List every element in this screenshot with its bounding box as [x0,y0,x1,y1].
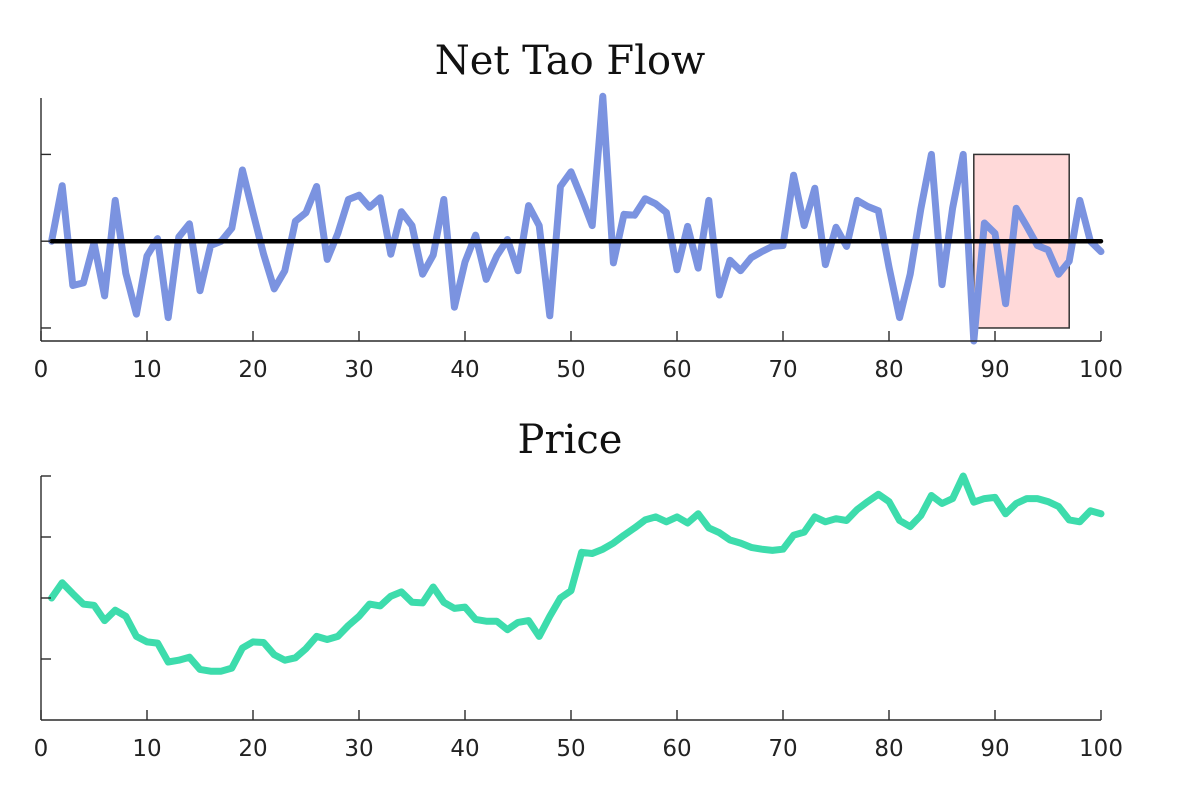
net-tao-flow-plot-area: 0 10 20 30 40 50 60 70 80 90 100 [34,92,1123,383]
price-x-tick-label: 0 [34,736,49,762]
price-title: Price [518,417,623,463]
price-x-tick-label: 80 [874,736,903,762]
price-panel: Price 0 10 20 30 40 50 60 70 80 90 100 [34,417,1123,762]
net-tao-flow-panel: Net Tao Flow 0 10 20 30 40 50 60 70 80 90 100 [34,38,1123,383]
price-x-tick-label: 10 [132,736,161,762]
net-tao-flow-x-tick-label: 10 [132,357,161,383]
net-tao-flow-x-tick-label: 100 [1079,357,1123,383]
net-tao-flow-series-line-0 [48,92,1105,345]
net-tao-flow-x-tick-label: 20 [238,357,267,383]
price-x-tick-label: 70 [768,736,797,762]
net-tao-flow-x-tick-label: 30 [344,357,373,383]
net-tao-flow-title: Net Tao Flow [435,38,706,84]
net-tao-flow-x-tick-label: 50 [556,357,585,383]
price-x-tick-label: 60 [662,736,691,762]
net-tao-flow-x-tick-label: 0 [34,357,49,383]
price-x-tick-label: 20 [238,736,267,762]
price-series-line-0 [48,472,1105,675]
price-plot-area: 0 10 20 30 40 50 60 70 80 90 100 [34,472,1123,762]
price-x-tick-label: 90 [980,736,1009,762]
net-tao-flow-x-tick-label: 60 [662,357,691,383]
net-tao-flow-x-tick-label: 80 [874,357,903,383]
net-tao-flow-x-tick-label: 40 [450,357,479,383]
price-x-tick-label: 30 [344,736,373,762]
net-tao-flow-x-tick-label: 90 [980,357,1009,383]
price-x-tick-label: 50 [556,736,585,762]
net-tao-flow-x-tick-label: 70 [768,357,797,383]
price-x-tick-label: 100 [1079,736,1123,762]
price-x-tick-label: 40 [450,736,479,762]
